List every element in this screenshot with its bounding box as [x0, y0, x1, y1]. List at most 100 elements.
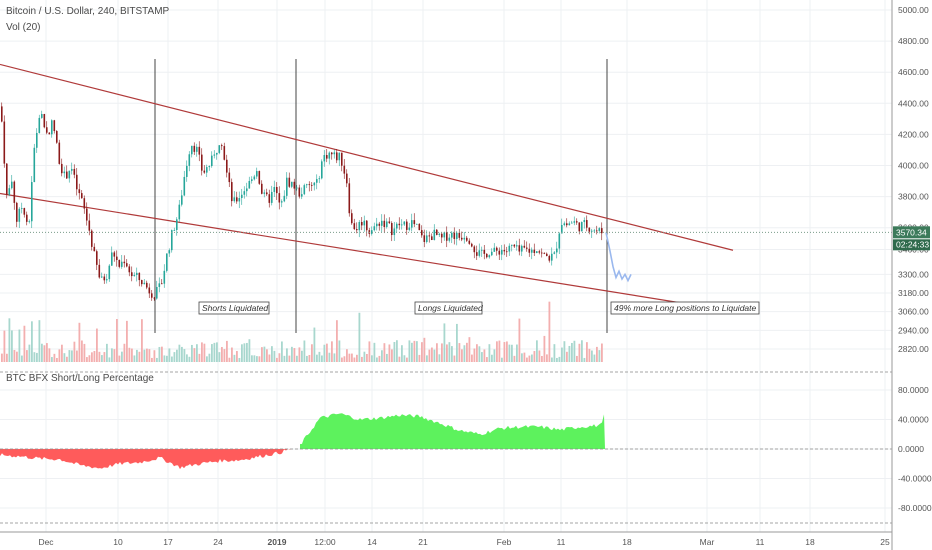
volume-bar [418, 354, 421, 362]
volume-bar [558, 356, 561, 362]
candle-body [151, 293, 153, 298]
volume-bar [568, 345, 571, 362]
volume-bar [278, 353, 281, 362]
volume-bar [343, 356, 346, 362]
candle-body [553, 252, 556, 254]
candle-body [276, 186, 278, 194]
candle-body [146, 282, 148, 288]
volume-bar [66, 356, 68, 362]
candle-body [266, 192, 268, 195]
candle-body [546, 253, 548, 256]
candle-body [473, 246, 476, 253]
volume-bar [263, 346, 266, 362]
volume-bar [163, 355, 166, 362]
candle-body [288, 177, 291, 187]
indicator-tick-label: 0.0000 [898, 444, 924, 454]
candle-body [58, 142, 61, 164]
candle-body [231, 182, 233, 202]
candle-body [463, 237, 466, 240]
volume-bar [171, 356, 173, 362]
volume-bar [261, 347, 263, 362]
candle-body [498, 250, 501, 255]
volume-bar [363, 351, 366, 362]
time-tick-label: 18 [805, 537, 815, 547]
candle-body [298, 187, 301, 197]
volume-bar [573, 340, 576, 362]
indicator-tick-label: 80.0000 [898, 385, 929, 395]
volume-bar [313, 327, 316, 362]
candle-body [41, 114, 43, 118]
volume-bar [193, 348, 196, 362]
candle-body [96, 251, 98, 265]
volume-bar [83, 343, 86, 362]
candle-body [501, 249, 503, 255]
candle-body [398, 223, 401, 226]
volume-bar [458, 343, 461, 362]
candle-body [68, 170, 71, 179]
candle-body [558, 233, 561, 249]
candle-body [508, 245, 511, 252]
candle-body [543, 252, 546, 254]
volume-bar [398, 356, 401, 362]
volume-bar [508, 344, 511, 362]
volume-bar [361, 356, 363, 362]
candle-body [38, 117, 41, 133]
candle-body [371, 230, 373, 234]
candle-body [116, 256, 118, 261]
candle-body [428, 235, 431, 237]
candle-body [413, 220, 416, 225]
price-tick-label: 2820.00 [898, 344, 929, 354]
volume-bar [113, 349, 116, 362]
candle-body [303, 185, 306, 195]
candle-body [336, 152, 338, 161]
volume-bar [423, 337, 426, 362]
volume-bar [553, 344, 556, 362]
volume-bar [71, 350, 73, 362]
volume-bar [188, 356, 191, 362]
volume-bar [516, 344, 518, 362]
candle-body [356, 229, 358, 231]
candle-body [296, 187, 298, 189]
volume-bar [518, 318, 521, 362]
candle-body [478, 250, 481, 256]
time-tick-label: 2019 [268, 537, 287, 547]
time-tick-label: Feb [497, 537, 512, 547]
volume-bar [526, 357, 528, 362]
candle-body [483, 249, 486, 254]
volume-bar [403, 355, 406, 362]
volume-bar [348, 353, 351, 362]
volume-bar [411, 342, 413, 362]
volume-bar [46, 343, 48, 362]
candle-body [328, 152, 331, 159]
candle-body [138, 272, 141, 281]
volume-bar [438, 354, 441, 362]
indicator-tick-label: -80.0000 [898, 503, 932, 513]
volume-bar [383, 343, 386, 362]
volume-bar [181, 346, 183, 362]
price-tick-label: 4000.00 [898, 161, 929, 171]
volume-bar [551, 357, 553, 362]
volume-bar [433, 349, 436, 362]
price-tick-label: 3060.00 [898, 307, 929, 317]
candle-body [551, 253, 553, 261]
volume-bar [101, 355, 103, 362]
candle-body [436, 229, 438, 235]
candle-body [218, 145, 221, 153]
candle-body [256, 171, 258, 177]
volume-bar [48, 348, 51, 362]
candle-body [451, 232, 453, 238]
candle-body [198, 146, 201, 155]
volume-bar [151, 357, 153, 362]
candle-body [211, 155, 213, 167]
volume-bar [478, 346, 481, 362]
candle-body [293, 181, 296, 189]
volume-bar [118, 355, 121, 362]
volume-bar [506, 341, 508, 362]
volume-bar [538, 350, 541, 362]
candle-body [503, 249, 506, 252]
volume-bar [463, 345, 466, 362]
volume-bar [18, 329, 21, 362]
channel-line [0, 63, 734, 251]
volume-bar [161, 346, 163, 362]
candle-body [131, 272, 133, 277]
